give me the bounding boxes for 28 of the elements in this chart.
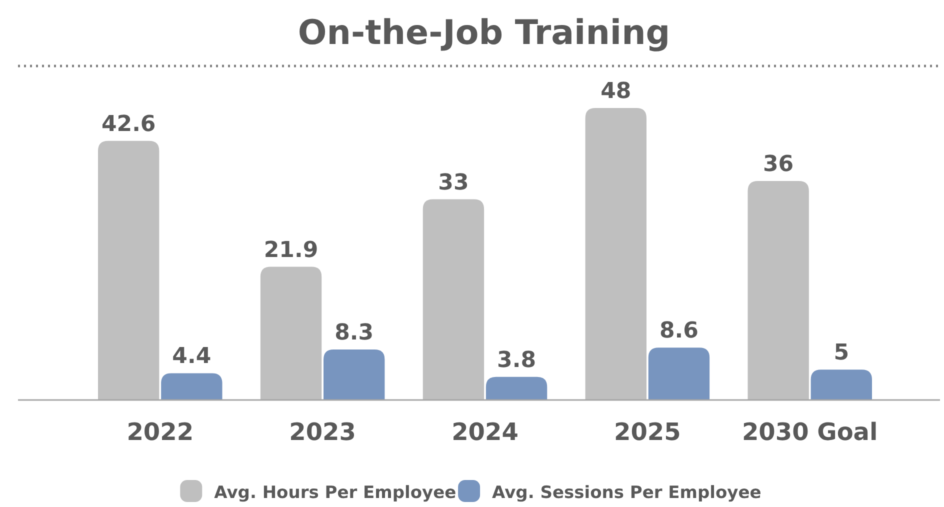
data-label: 8.6 [659,318,698,344]
data-label: 42.6 [101,112,156,137]
data-label: 8.3 [334,320,374,346]
data-label: 33 [438,170,469,196]
data-label: 48 [600,79,632,104]
bar [810,370,872,400]
legend-label: Avg. Sessions Per Employee [492,483,762,503]
data-label: 36 [763,152,794,177]
bar [260,266,322,400]
bar [486,376,548,400]
x-tick-label: 2025 [614,418,681,446]
x-tick-label: 2030 Goal [742,418,878,446]
x-tick-label: 2022 [126,418,194,446]
bar [324,350,385,400]
chart-title: On-the-Job Training [298,13,670,53]
data-label: 4.4 [172,344,212,370]
bar [161,373,222,400]
bar [748,181,809,400]
bar [585,108,646,400]
bar [648,348,710,400]
data-label: 3.8 [497,348,536,373]
legend-label: Avg. Hours Per Employee [214,483,456,503]
x-tick-label: 2023 [289,418,356,446]
data-label: 21.9 [264,238,318,263]
x-tick-label: 2024 [452,418,518,446]
bar [422,199,484,400]
bar [98,140,160,400]
data-label: 5 [834,340,850,366]
